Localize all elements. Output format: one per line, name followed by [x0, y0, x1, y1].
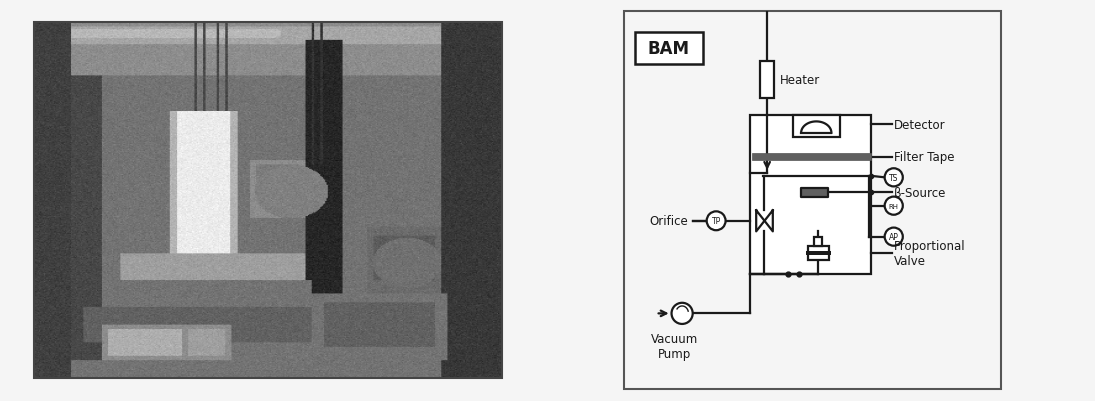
Circle shape: [885, 228, 902, 246]
Text: BAM: BAM: [647, 40, 690, 58]
Bar: [802, 189, 828, 197]
Text: Heater: Heater: [781, 74, 820, 87]
Bar: [750, 115, 871, 274]
Circle shape: [706, 212, 726, 231]
Bar: [793, 116, 840, 138]
Text: β-Source: β-Source: [894, 186, 946, 199]
Polygon shape: [764, 211, 773, 232]
Bar: [760, 62, 774, 99]
Text: TS: TS: [889, 173, 898, 182]
Text: Vacuum
Pump: Vacuum Pump: [650, 332, 699, 360]
Circle shape: [885, 169, 902, 187]
Bar: [808, 246, 829, 260]
Text: TP: TP: [712, 217, 721, 226]
Circle shape: [671, 303, 693, 324]
Bar: [752, 154, 871, 160]
Text: RH: RH: [889, 203, 899, 209]
Text: AP: AP: [889, 233, 899, 241]
Text: Detector: Detector: [894, 118, 945, 131]
Text: Filter Tape: Filter Tape: [894, 151, 954, 164]
Text: Orifice: Orifice: [649, 215, 688, 228]
Text: Proportional
Valve: Proportional Valve: [894, 239, 966, 267]
Polygon shape: [757, 211, 764, 232]
Bar: [635, 33, 703, 65]
Bar: [814, 238, 822, 246]
Bar: [623, 12, 1002, 389]
Circle shape: [885, 197, 902, 215]
